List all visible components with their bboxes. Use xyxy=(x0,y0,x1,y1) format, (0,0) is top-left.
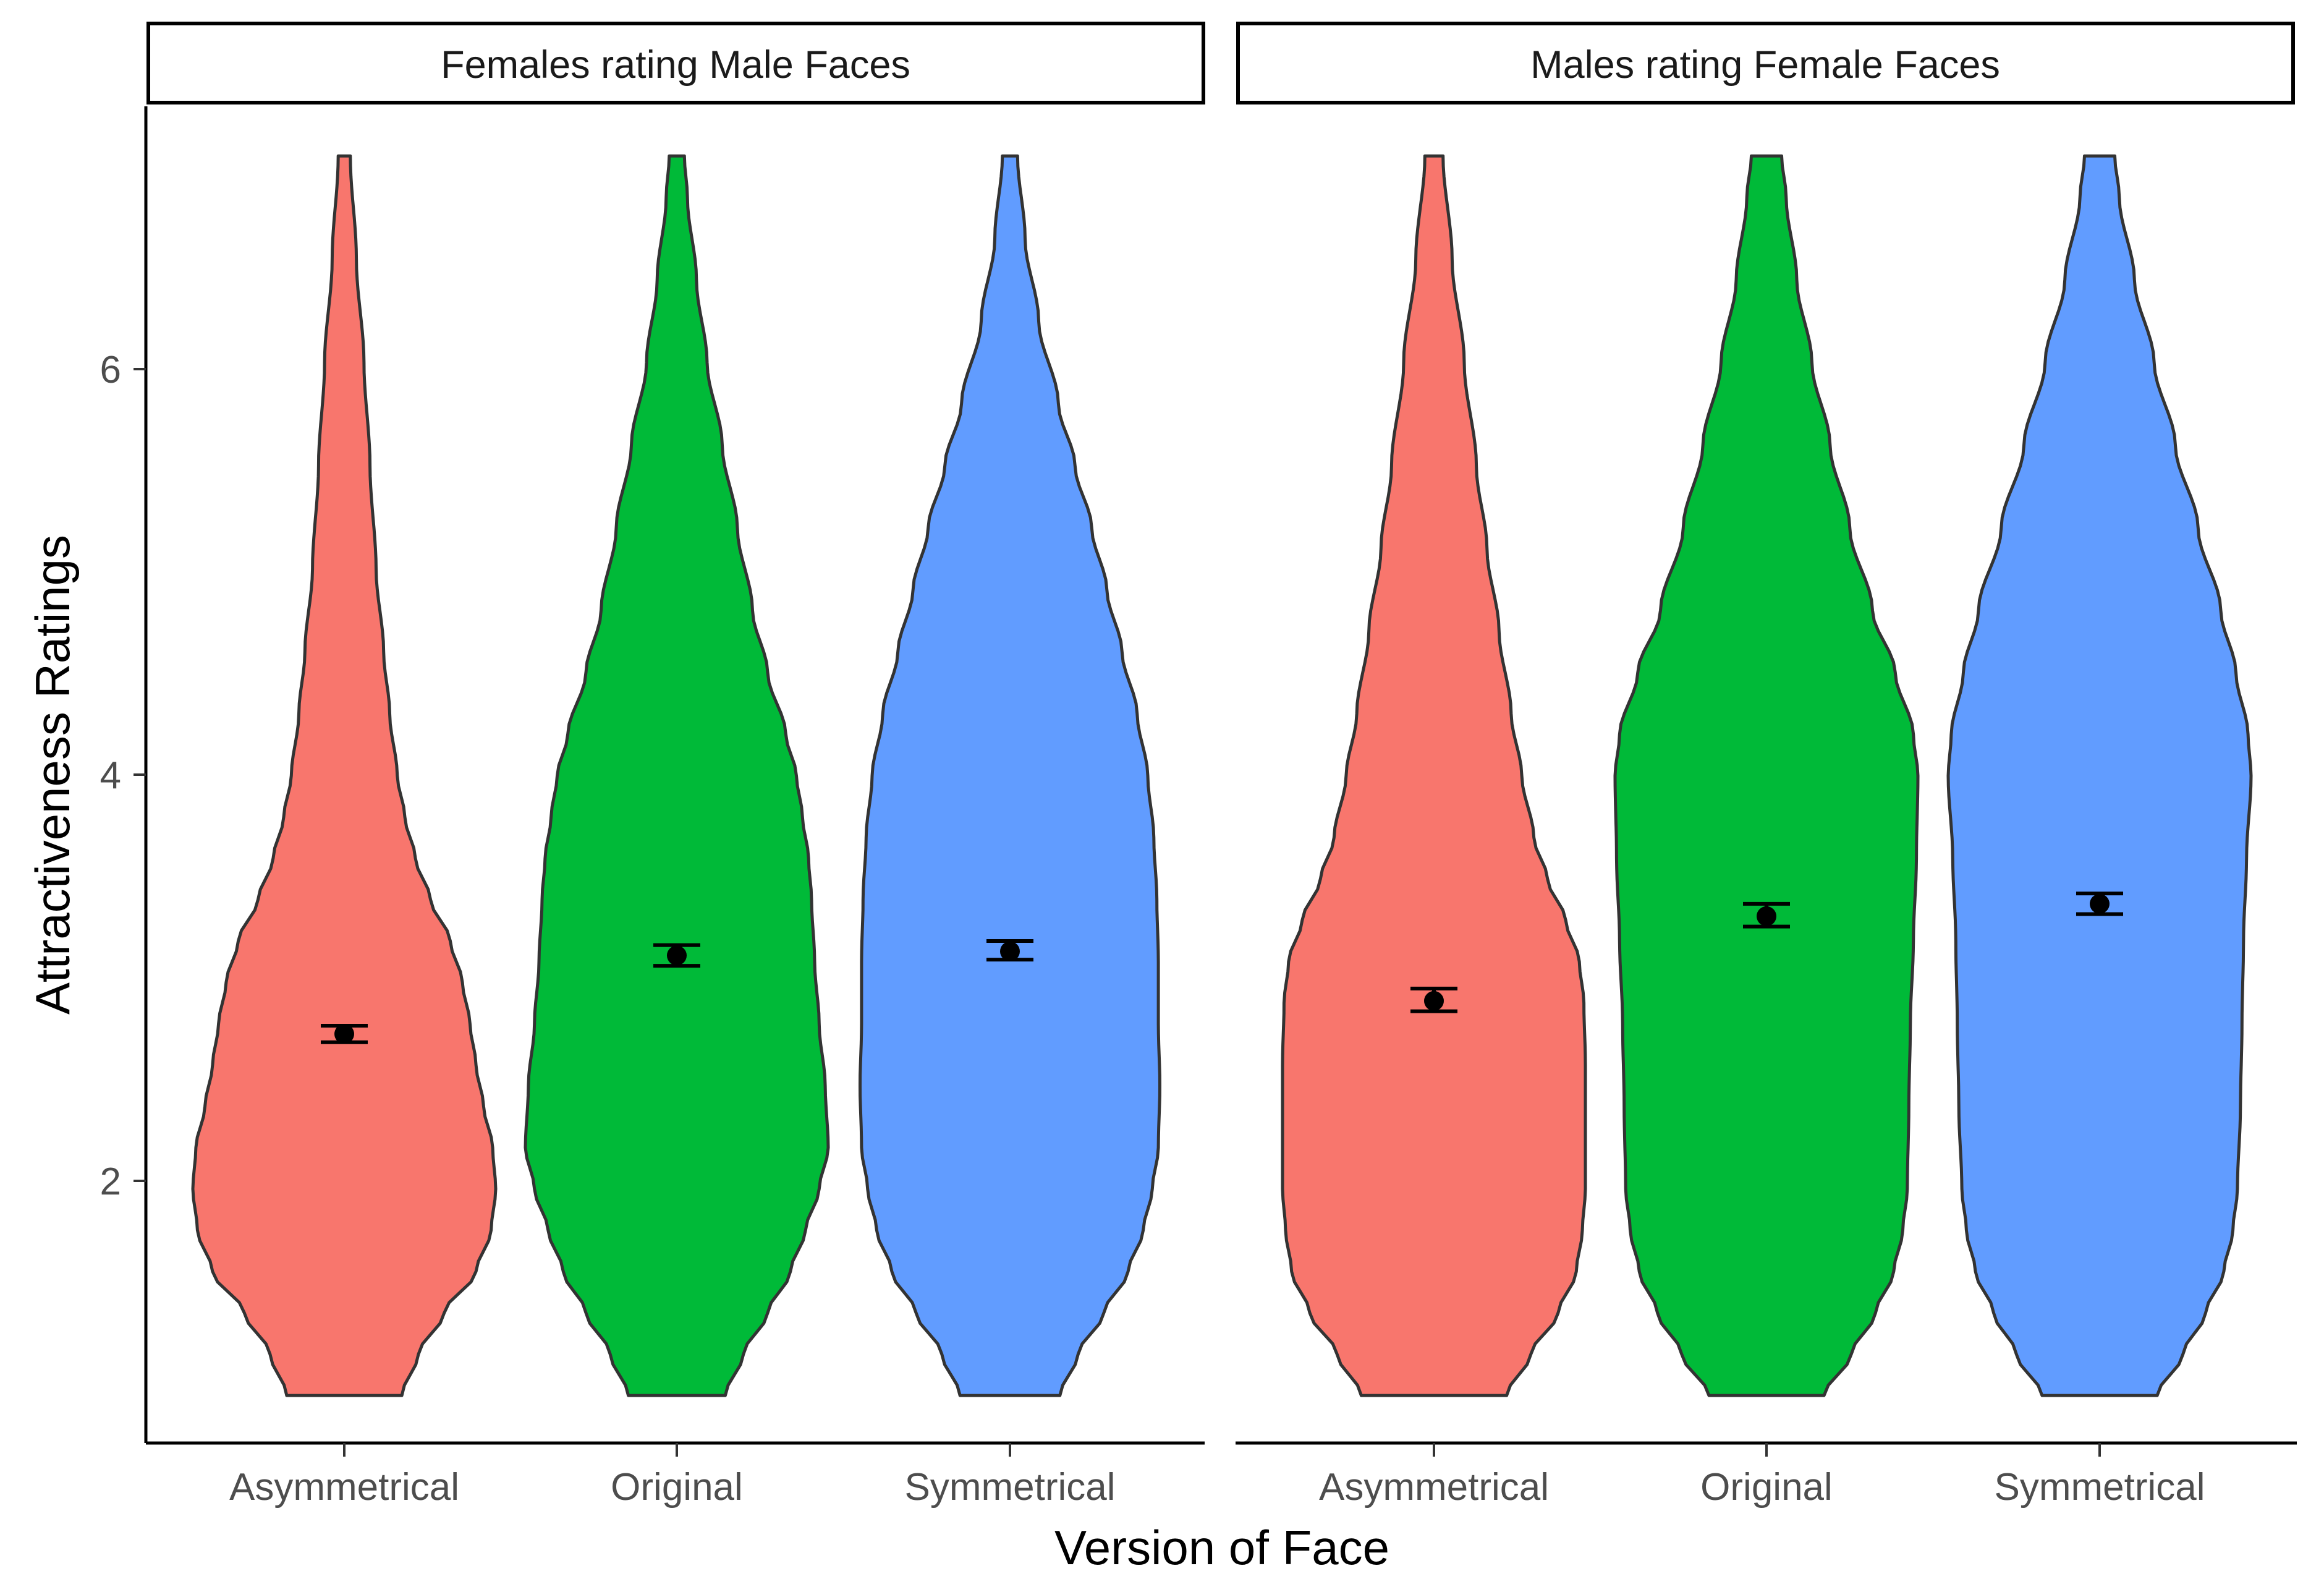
y-axis-title: Attractiveness Ratings xyxy=(25,535,80,1015)
facet-label-right: Males rating Female Faces xyxy=(1530,43,2000,87)
mean-point-left-asymmetrical xyxy=(334,1024,354,1044)
mean-point-left-symmetrical xyxy=(1000,941,1020,961)
x-axis-title: Version of Face xyxy=(1054,1520,1389,1575)
mean-point-left-original xyxy=(667,945,687,966)
violin-marks xyxy=(191,154,2253,1397)
mean-point-right-asymmetrical xyxy=(1424,990,1444,1011)
violin-right-symmetrical xyxy=(1946,154,2253,1397)
mean-point-right-symmetrical xyxy=(2090,893,2110,914)
x-tick-label-right-symmetrical: Symmetrical xyxy=(1994,1466,2205,1509)
x-tick-label-right-original: Original xyxy=(1700,1466,1833,1509)
violin-left-original xyxy=(524,154,830,1397)
mean-point-right-original xyxy=(1757,906,1776,926)
x-tick-label-left-symmetrical: Symmetrical xyxy=(904,1466,1115,1509)
x-tick-label-right-asymmetrical: Asymmetrical xyxy=(1319,1466,1549,1509)
x-tick-label-left-asymmetrical: Asymmetrical xyxy=(229,1466,459,1509)
facet-label-left: Females rating Male Faces xyxy=(441,43,910,87)
x-tick-group: Asymmetrical Original Symmetrical Asymme… xyxy=(229,1443,2205,1509)
x-tick-label-left-original: Original xyxy=(611,1466,743,1509)
facet-strip-left: Females rating Male Faces xyxy=(146,22,1205,104)
violin-left-asymmetrical xyxy=(191,154,498,1397)
y-tick-label-2: 2 xyxy=(100,1160,121,1203)
y-tick-label-6: 6 xyxy=(100,349,121,391)
facet-strip-right: Males rating Female Faces xyxy=(1236,22,2295,104)
y-tick-label-4: 4 xyxy=(100,754,121,797)
violin-left-symmetrical xyxy=(859,154,1161,1397)
violin-right-asymmetrical xyxy=(1281,154,1587,1397)
violin-right-original xyxy=(1613,154,1920,1397)
y-tick-group: 2 4 6 xyxy=(100,349,146,1203)
